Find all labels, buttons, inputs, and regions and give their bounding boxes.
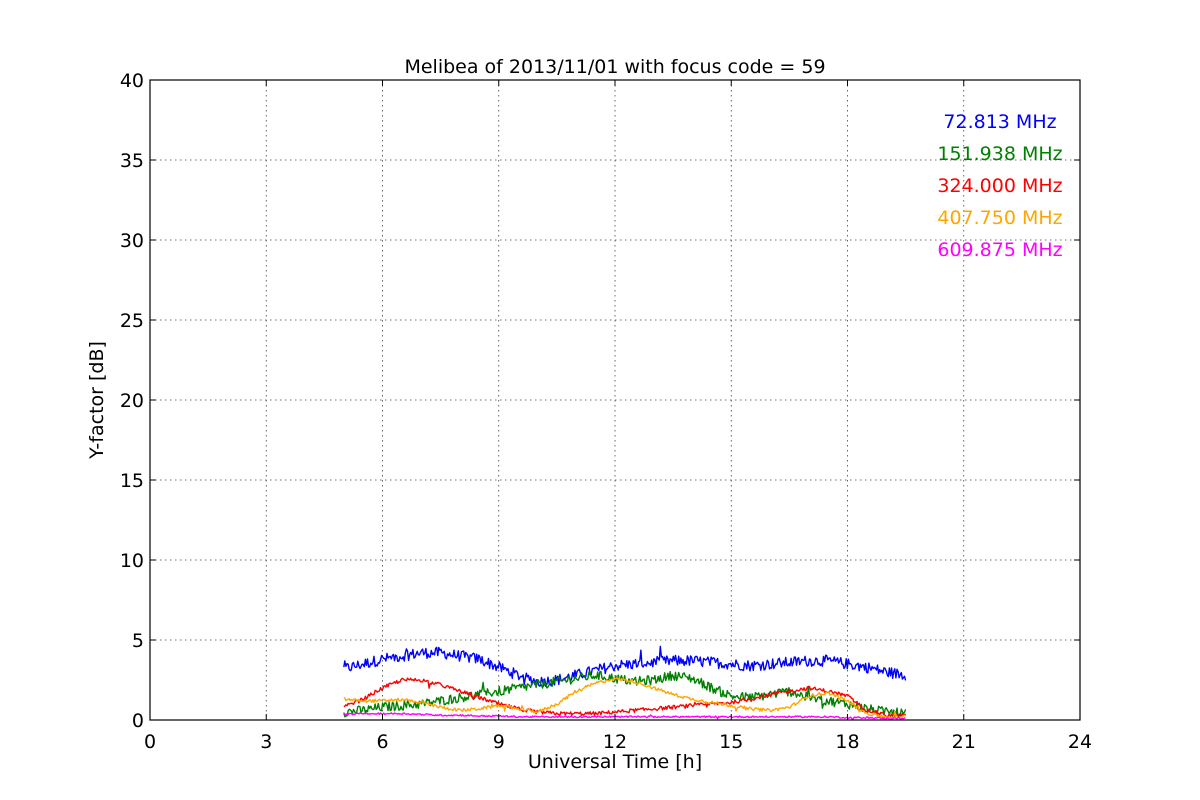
ticks: 0 3 6 9 12 15 18 21 24 0 5 10 15 20 25 30 35 40 bbox=[120, 70, 1092, 753]
x-tick-label: 15 bbox=[719, 731, 743, 753]
x-tick-label: 21 bbox=[952, 731, 976, 753]
y-tick-label: 35 bbox=[120, 150, 144, 172]
y-tick-label: 40 bbox=[120, 70, 144, 92]
series-line-2 bbox=[343, 677, 907, 718]
grid bbox=[150, 80, 1080, 720]
y-tick-label: 30 bbox=[120, 230, 144, 252]
legend-entry: 407.750 MHz bbox=[937, 207, 1062, 229]
y-tick-label: 0 bbox=[132, 710, 144, 732]
chart-title: Melibea of 2013/11/01 with focus code = … bbox=[404, 56, 825, 78]
series-line-0 bbox=[343, 645, 907, 688]
legend-entry: 151.938 MHz bbox=[937, 143, 1062, 165]
x-tick-label: 6 bbox=[376, 731, 388, 753]
series-layer bbox=[343, 645, 907, 721]
y-tick-label: 20 bbox=[120, 390, 144, 412]
y-tick-label: 15 bbox=[120, 470, 144, 492]
x-tick-label: 9 bbox=[493, 731, 505, 753]
series-line-3 bbox=[343, 676, 906, 720]
legend-entry: 609.875 MHz bbox=[937, 239, 1062, 261]
x-tick-label: 0 bbox=[144, 731, 156, 753]
x-tick-label: 3 bbox=[260, 731, 272, 753]
y-tick-label: 5 bbox=[132, 630, 144, 652]
y-tick-label: 25 bbox=[120, 310, 144, 332]
y-tick-label: 10 bbox=[120, 550, 144, 572]
x-axis-label: Universal Time [h] bbox=[528, 751, 702, 773]
series-line-4 bbox=[343, 712, 906, 721]
legend-entry: 72.813 MHz bbox=[943, 111, 1056, 133]
x-tick-label: 12 bbox=[603, 731, 627, 753]
x-tick-label: 24 bbox=[1068, 731, 1092, 753]
series-line-1 bbox=[343, 670, 907, 719]
y-axis-label: Y-factor [dB] bbox=[86, 341, 108, 460]
x-tick-label: 18 bbox=[835, 731, 859, 753]
legend-entry: 324.000 MHz bbox=[937, 175, 1062, 197]
legend: 72.813 MHz 151.938 MHz 324.000 MHz 407.750 … bbox=[937, 111, 1062, 261]
